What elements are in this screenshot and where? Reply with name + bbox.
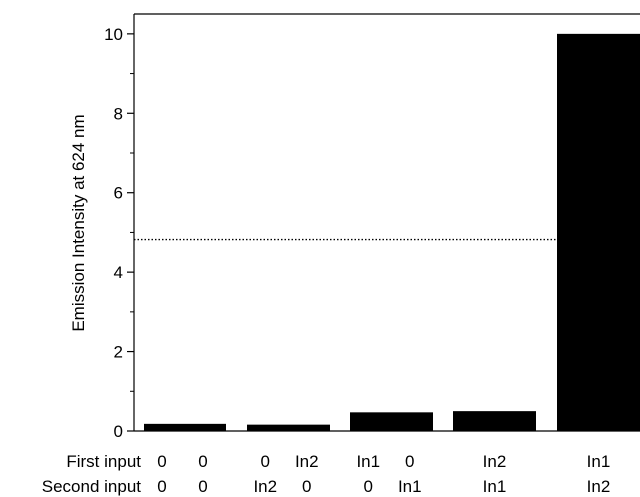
second-input-label: 0: [157, 477, 166, 496]
y-tick-label: 4: [114, 263, 123, 282]
bar: [453, 411, 536, 431]
first-input-label: In2: [483, 452, 507, 471]
first-input-label: 0: [198, 452, 207, 471]
bar: [350, 412, 433, 431]
second-input-label: 0: [302, 477, 311, 496]
first-input-label: In2: [295, 452, 319, 471]
second-input-label: 0: [198, 477, 207, 496]
first-input-label: In1: [356, 452, 380, 471]
y-tick-label: 6: [114, 184, 123, 203]
bar: [557, 33, 640, 431]
bar: [247, 424, 330, 431]
second-input-label: In2: [253, 477, 277, 496]
first-input-label: 0: [405, 452, 414, 471]
first-input-label: 0: [157, 452, 166, 471]
y-tick-label: 8: [114, 104, 123, 123]
x-input-labels: 0 0 0 0 0 In2 In2 0 In1 0 0 In1 In2 In1 In1 In2: [157, 452, 610, 496]
y-axis-label: Emission Intensity at 624 nm: [69, 114, 88, 331]
first-input-label: In1: [587, 452, 611, 471]
y-tick-label: 2: [114, 343, 123, 362]
first-input-label: 0: [261, 452, 270, 471]
second-input-label: In2: [587, 477, 611, 496]
y-tick-label: 0: [114, 422, 123, 441]
y-tick-label: 10: [104, 25, 123, 44]
second-input-label: 0: [364, 477, 373, 496]
bar: [144, 423, 226, 431]
second-input-row-label: Second input: [42, 477, 142, 496]
bars: [144, 33, 640, 431]
second-input-label: In1: [483, 477, 507, 496]
second-input-label: In1: [398, 477, 422, 496]
first-input-row-label: First input: [66, 452, 141, 471]
y-ticks: 0 2 4 6 8 10: [104, 25, 134, 441]
